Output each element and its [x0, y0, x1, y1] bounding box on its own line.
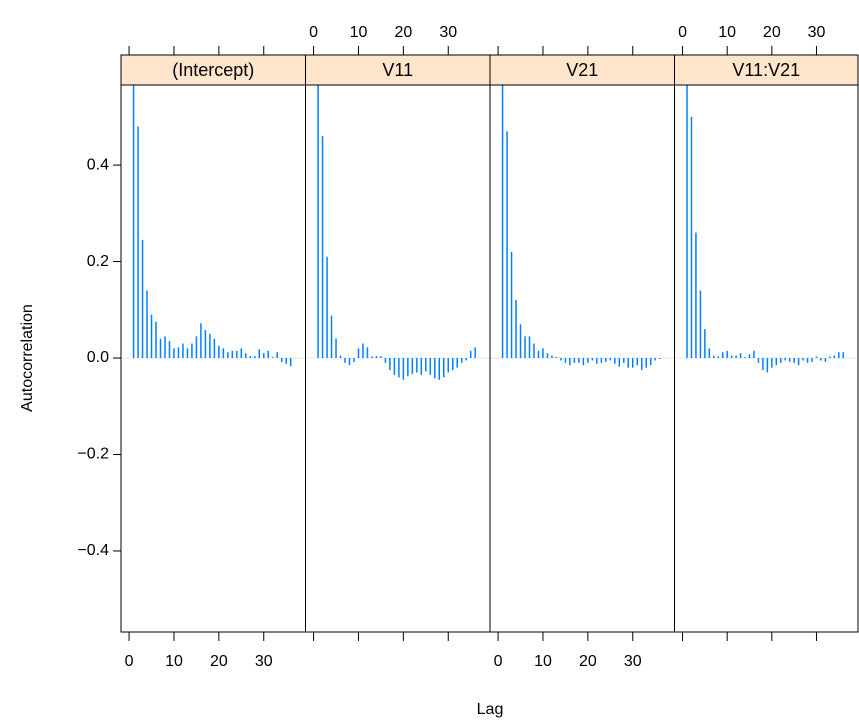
x-axis-label: Lag: [477, 701, 504, 718]
x-tick-label: 10: [718, 24, 736, 41]
panel: [674, 85, 858, 373]
x-tick-label: 30: [439, 24, 457, 41]
y-axis-label: Autocorrelation: [19, 304, 36, 412]
y-tick-label: 0.0: [87, 349, 109, 366]
x-tick-label: 0: [678, 24, 687, 41]
y-tick-label: 0.2: [87, 253, 109, 270]
strip: [120, 54, 306, 86]
x-tick-label: 10: [534, 653, 552, 670]
panel-title: V11:V21: [732, 60, 800, 80]
y-tick-label: −0.4: [77, 542, 109, 559]
x-tick-label: 20: [210, 653, 228, 670]
x-tick-label: 30: [624, 653, 642, 670]
x-tick-label: 10: [165, 653, 183, 670]
x-tick-label: 20: [763, 24, 781, 41]
panel-title: V11: [382, 60, 413, 80]
panel: [121, 85, 306, 367]
x-tick-label: 0: [309, 24, 318, 41]
strip: [489, 54, 675, 86]
panel: [490, 85, 675, 371]
panel: [305, 85, 490, 380]
panel-title: (Intercept): [172, 60, 254, 80]
x-tick-label: 30: [808, 24, 826, 41]
x-tick-label: 0: [494, 653, 503, 670]
x-tick-label: 30: [255, 653, 273, 670]
panel-title: V21: [566, 60, 598, 80]
y-tick-label: −0.2: [77, 446, 109, 463]
y-tick-label: 0.4: [87, 156, 109, 173]
strip: [674, 54, 859, 86]
x-tick-label: 20: [394, 24, 412, 41]
strip: [305, 54, 491, 86]
x-tick-label: 0: [125, 653, 134, 670]
panel-frame: [674, 84, 859, 633]
x-tick-label: 10: [350, 24, 368, 41]
x-tick-label: 20: [579, 653, 597, 670]
